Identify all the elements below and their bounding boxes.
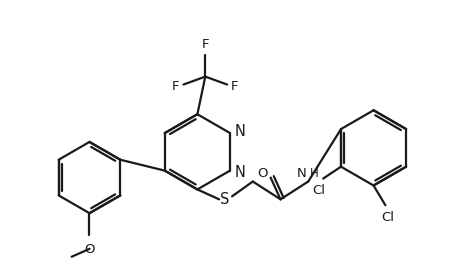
Text: H: H bbox=[310, 167, 319, 180]
Text: O: O bbox=[84, 243, 95, 256]
Text: O: O bbox=[257, 167, 268, 180]
Text: F: F bbox=[172, 80, 180, 93]
Text: N: N bbox=[235, 165, 246, 180]
Text: F: F bbox=[231, 80, 239, 93]
Text: N: N bbox=[297, 167, 306, 180]
Text: Cl: Cl bbox=[381, 211, 394, 224]
Text: Cl: Cl bbox=[313, 185, 326, 198]
Text: N: N bbox=[235, 124, 246, 138]
Text: S: S bbox=[220, 192, 230, 207]
Text: F: F bbox=[202, 38, 209, 51]
